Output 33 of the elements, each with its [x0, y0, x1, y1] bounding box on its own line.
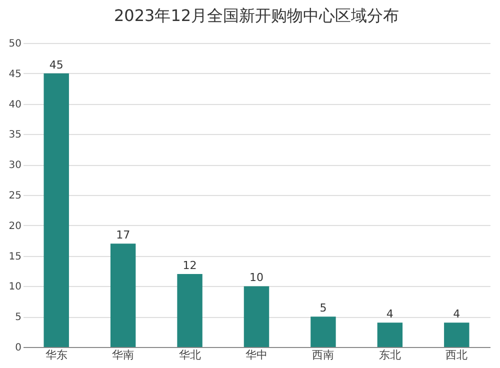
y-tick-label: 15: [8, 251, 22, 262]
bar: [110, 244, 136, 347]
y-tick-label: 30: [8, 160, 22, 172]
x-tick-label: 华南: [112, 348, 134, 362]
y-tick-label: 25: [8, 190, 22, 202]
x-tick-label: 西北: [446, 348, 468, 362]
y-tick-label: 40: [8, 99, 22, 110]
data-label: 45: [49, 58, 64, 72]
chart-title: 2023年12月全国新开购物中心区域分布: [114, 6, 400, 25]
bar: [44, 73, 69, 347]
bar: [177, 274, 202, 347]
bar: [444, 322, 470, 347]
x-tick-label: 华东: [45, 348, 68, 362]
x-tick-label: 东北: [378, 348, 401, 362]
data-label: 17: [116, 228, 130, 242]
y-tick-label: 35: [8, 130, 22, 141]
y-tick-label: 45: [8, 68, 22, 80]
y-tick-label: 0: [15, 342, 22, 354]
data-label: 4: [386, 308, 394, 321]
data-label: 5: [320, 302, 327, 315]
data-label: 12: [182, 259, 197, 272]
data-label: 10: [250, 271, 264, 284]
data-label: 4: [453, 308, 460, 321]
y-tick-label: 50: [8, 38, 22, 50]
x-tick-label: 华北: [178, 348, 201, 362]
y-tick-label: 20: [8, 220, 22, 232]
x-tick-label: 华中: [246, 348, 268, 362]
bar: [377, 322, 403, 347]
x-tick-label: 西南: [312, 348, 334, 362]
bar: [310, 316, 336, 347]
y-tick-label: 5: [15, 312, 22, 324]
y-tick-label: 10: [8, 282, 22, 293]
bar: [244, 286, 270, 347]
